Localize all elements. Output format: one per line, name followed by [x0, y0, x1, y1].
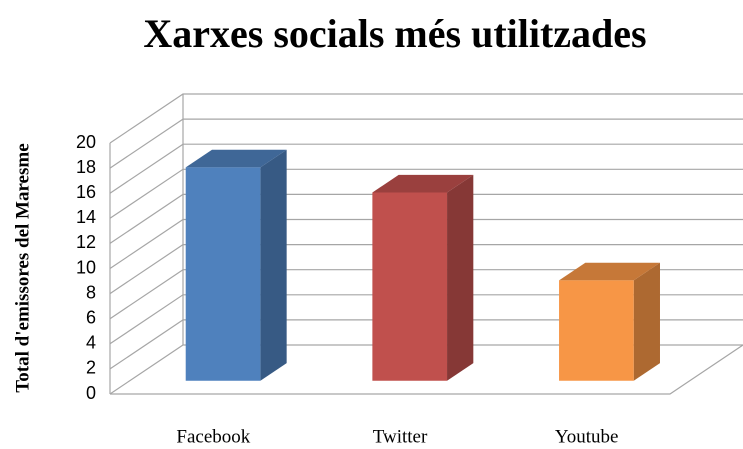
bar-side [260, 149, 287, 381]
x-tick-label: Youtube [555, 426, 619, 447]
bar-side [447, 174, 474, 381]
y-tick-label: 6 [86, 307, 96, 327]
y-tick-label: 10 [76, 257, 96, 277]
bar [372, 192, 448, 381]
bar-top [372, 174, 474, 193]
bar-top [559, 262, 660, 281]
chart-title: Xarxes socials més utilitzades [143, 11, 646, 56]
y-tick-label: 14 [76, 207, 96, 227]
y-tick-label: 8 [86, 282, 96, 302]
y-tick-label: 0 [86, 383, 96, 403]
floor-edge [110, 344, 743, 395]
y-tick-label: 2 [86, 358, 96, 378]
y-tick-label: 16 [76, 182, 96, 202]
y-tick-label: 18 [76, 157, 96, 177]
bar-top [185, 149, 287, 168]
y-tick-label: 20 [76, 132, 96, 152]
bar [185, 167, 261, 381]
x-tick-label: Twitter [373, 426, 428, 447]
y-axis-label: Total d'emissores del Maresme [12, 143, 33, 392]
y-tick-label: 4 [86, 333, 96, 353]
x-tick-label: Facebook [176, 426, 250, 447]
y-tick-label: 12 [76, 232, 96, 252]
bar [559, 280, 634, 381]
bar-side [633, 262, 660, 381]
